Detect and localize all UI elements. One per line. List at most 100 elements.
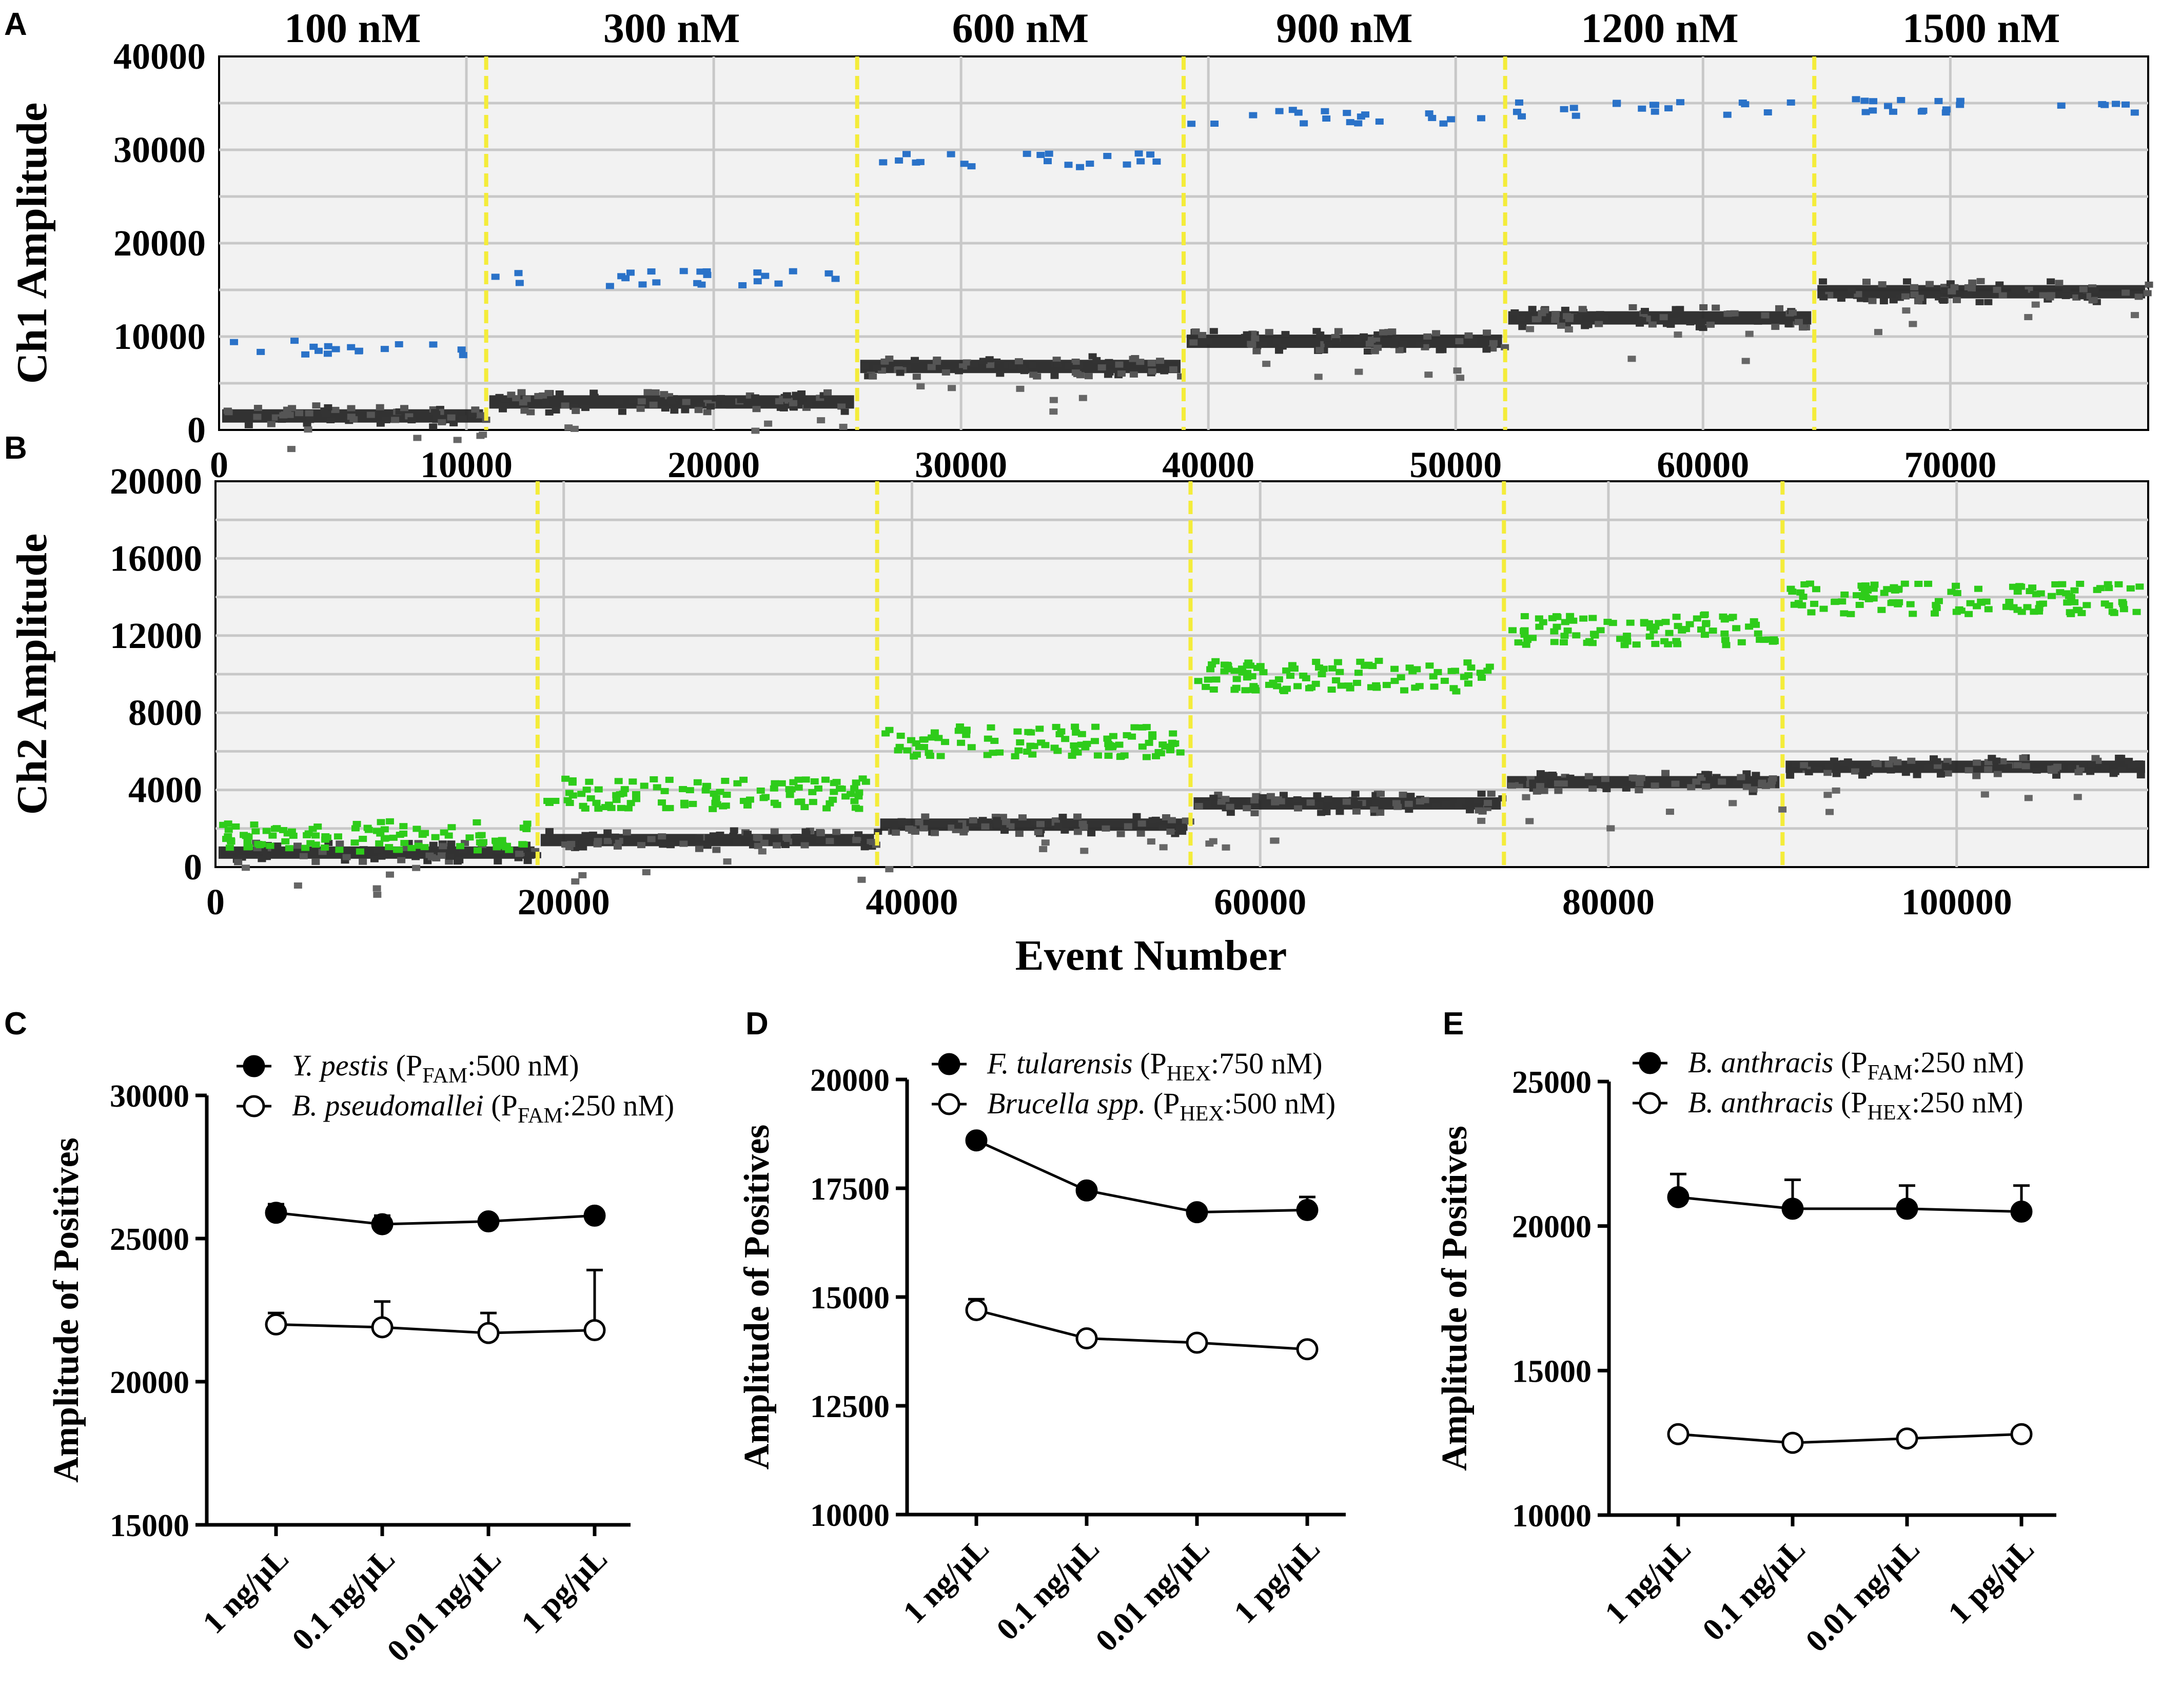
positive-droplet (375, 840, 384, 847)
positive-droplet (351, 825, 360, 832)
positive-droplet (1382, 682, 1391, 689)
legend-species: Brucella spp. (987, 1087, 1146, 1120)
series-line (976, 1309, 1308, 1351)
negative-droplet (1314, 374, 1323, 380)
positive-droplet (355, 347, 363, 354)
segment-5 (1817, 96, 2153, 336)
negative-droplet-band (1817, 278, 2153, 336)
legend-open-paren: ( (1133, 1047, 1150, 1080)
positive-droplet (227, 838, 235, 845)
positive-droplet (1840, 610, 1849, 617)
negative-droplet (1266, 793, 1275, 799)
positive-droplet (984, 735, 992, 742)
positive-droplet (1664, 105, 1673, 112)
negative-droplet (1889, 756, 1897, 763)
negative-droplet (1697, 320, 1705, 327)
negative-droplet (311, 858, 320, 865)
negative-droplet (2074, 769, 2083, 776)
series-line (276, 1323, 595, 1334)
positive-droplet (1819, 605, 1828, 612)
negative-droplet (954, 822, 963, 829)
positive-droplet (1400, 687, 1409, 694)
positive-droplets (230, 338, 467, 359)
negative-droplet (1914, 298, 1922, 305)
positive-droplet (2057, 102, 2066, 109)
negative-droplet (1432, 330, 1441, 337)
negative-droplet (555, 390, 564, 397)
negative-droplet (1939, 298, 1948, 304)
negative-droplet (539, 392, 547, 399)
positive-droplet (1274, 676, 1283, 683)
positive-droplet (1123, 161, 1131, 168)
legend-entry: B. pseudomallei (PFAM:250 nM) (237, 1089, 674, 1128)
positive-droplet (2100, 102, 2109, 108)
negative-droplet (1058, 814, 1067, 820)
negative-droplet (1884, 761, 1893, 768)
negative-droplet (413, 435, 422, 441)
negative-droplet (1536, 770, 1545, 777)
negative-droplet (996, 370, 1005, 377)
positive-droplet (990, 737, 999, 744)
negative-droplet (567, 841, 576, 848)
negative-droplet (637, 398, 646, 405)
positive-droplet (1889, 108, 1897, 115)
negative-droplet (1416, 798, 1424, 805)
positive-droplet (231, 823, 240, 830)
negative-droplet (603, 838, 612, 845)
negative-droplet (1342, 798, 1351, 805)
negative-droplet (545, 828, 554, 834)
negative-droplet (803, 402, 812, 408)
negative-droplet (370, 856, 379, 862)
negative-droplet (1699, 304, 1708, 310)
y-tick-label: 8000 (128, 692, 202, 733)
negative-droplet (453, 437, 462, 443)
positive-droplet (753, 269, 762, 276)
negative-droplet (2117, 767, 2126, 773)
positive-droplet (2132, 608, 2141, 615)
x-tick-label: 0.1 ng/μL (990, 1531, 1106, 1647)
positive-droplet (789, 779, 798, 786)
negative-droplet (373, 847, 382, 853)
negative-droplet (1203, 800, 1211, 807)
concentration-label: 600 nM (952, 5, 1089, 51)
positive-droplet (350, 839, 359, 846)
positive-droplet (447, 824, 456, 831)
positive-droplet (1035, 725, 1044, 732)
legend-label: B. pseudomallei (PFAM:250 nM) (292, 1089, 674, 1128)
positive-droplet (1290, 665, 1299, 672)
positive-droplet (1697, 626, 1706, 633)
negative-droplet (590, 389, 598, 396)
y-tick-label: 30000 (110, 1079, 189, 1114)
negative-droplet (789, 400, 797, 406)
legend-probe: P (406, 1049, 422, 1082)
positive-droplet (967, 744, 976, 751)
negative-droplet (1823, 770, 1832, 776)
legend-probe: P (1851, 1086, 1867, 1119)
negative-droplet-band (222, 402, 490, 453)
legend-entry: B. anthracis (PFAM:250 nM) (1633, 1046, 2024, 1085)
x-tick-label: 0 (206, 881, 225, 922)
positive-droplet (1117, 753, 1126, 759)
positive-droplet (1016, 739, 1025, 745)
positive-droplet (774, 280, 783, 287)
negative-droplet (970, 361, 978, 367)
positive-droplet (1103, 735, 1112, 742)
legend-probe-sub: FAM (518, 1104, 563, 1128)
positive-droplet (321, 836, 330, 843)
negative-droplet (1980, 791, 1989, 798)
data-point (583, 1204, 606, 1227)
positive-droplet (761, 794, 770, 800)
positive-droplet (250, 821, 259, 828)
negative-droplet (2125, 758, 2133, 764)
negative-droplet (1648, 321, 1657, 328)
negative-droplet (840, 408, 849, 415)
positive-droplet (1344, 682, 1353, 689)
positive-droplet (1665, 630, 1674, 636)
positive-droplet (1212, 676, 1221, 683)
negative-droplet (782, 392, 791, 399)
negative-droplet (1324, 796, 1332, 802)
negative-droplet (1259, 341, 1267, 348)
positive-droplet (309, 343, 318, 350)
negative-droplet (1365, 341, 1374, 347)
